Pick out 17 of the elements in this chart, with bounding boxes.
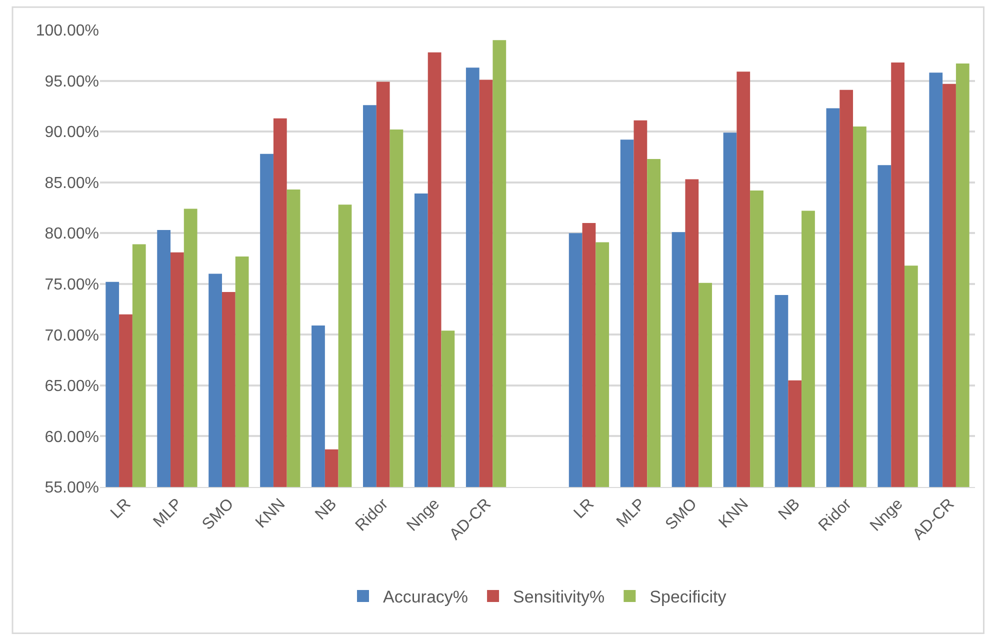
y-tick-label: 70.00% (44, 327, 99, 344)
y-tick-label: 95.00% (44, 73, 99, 90)
y-tick-label: 75.00% (44, 276, 99, 294)
y-tick-label: 65.00% (44, 378, 99, 396)
x-tick-label: NB (312, 496, 340, 524)
x-tick-label: LR (570, 496, 598, 522)
y-tick-label: 100.00% (36, 22, 99, 40)
legend-label: Specificity (650, 588, 727, 607)
y-tick-label: 85.00% (44, 174, 99, 192)
y-tick-label: 60.00% (44, 428, 99, 446)
x-tick-label: NB (776, 496, 804, 524)
y-tick-label: 90.00% (44, 124, 99, 142)
y-tick-label: 55.00% (44, 480, 99, 497)
y-tick-label: 80.00% (44, 226, 99, 243)
x-tick-label: LR (108, 496, 134, 522)
legend-label: Sensitivity% (513, 588, 605, 607)
legend-label: Accuracy% (383, 588, 468, 607)
